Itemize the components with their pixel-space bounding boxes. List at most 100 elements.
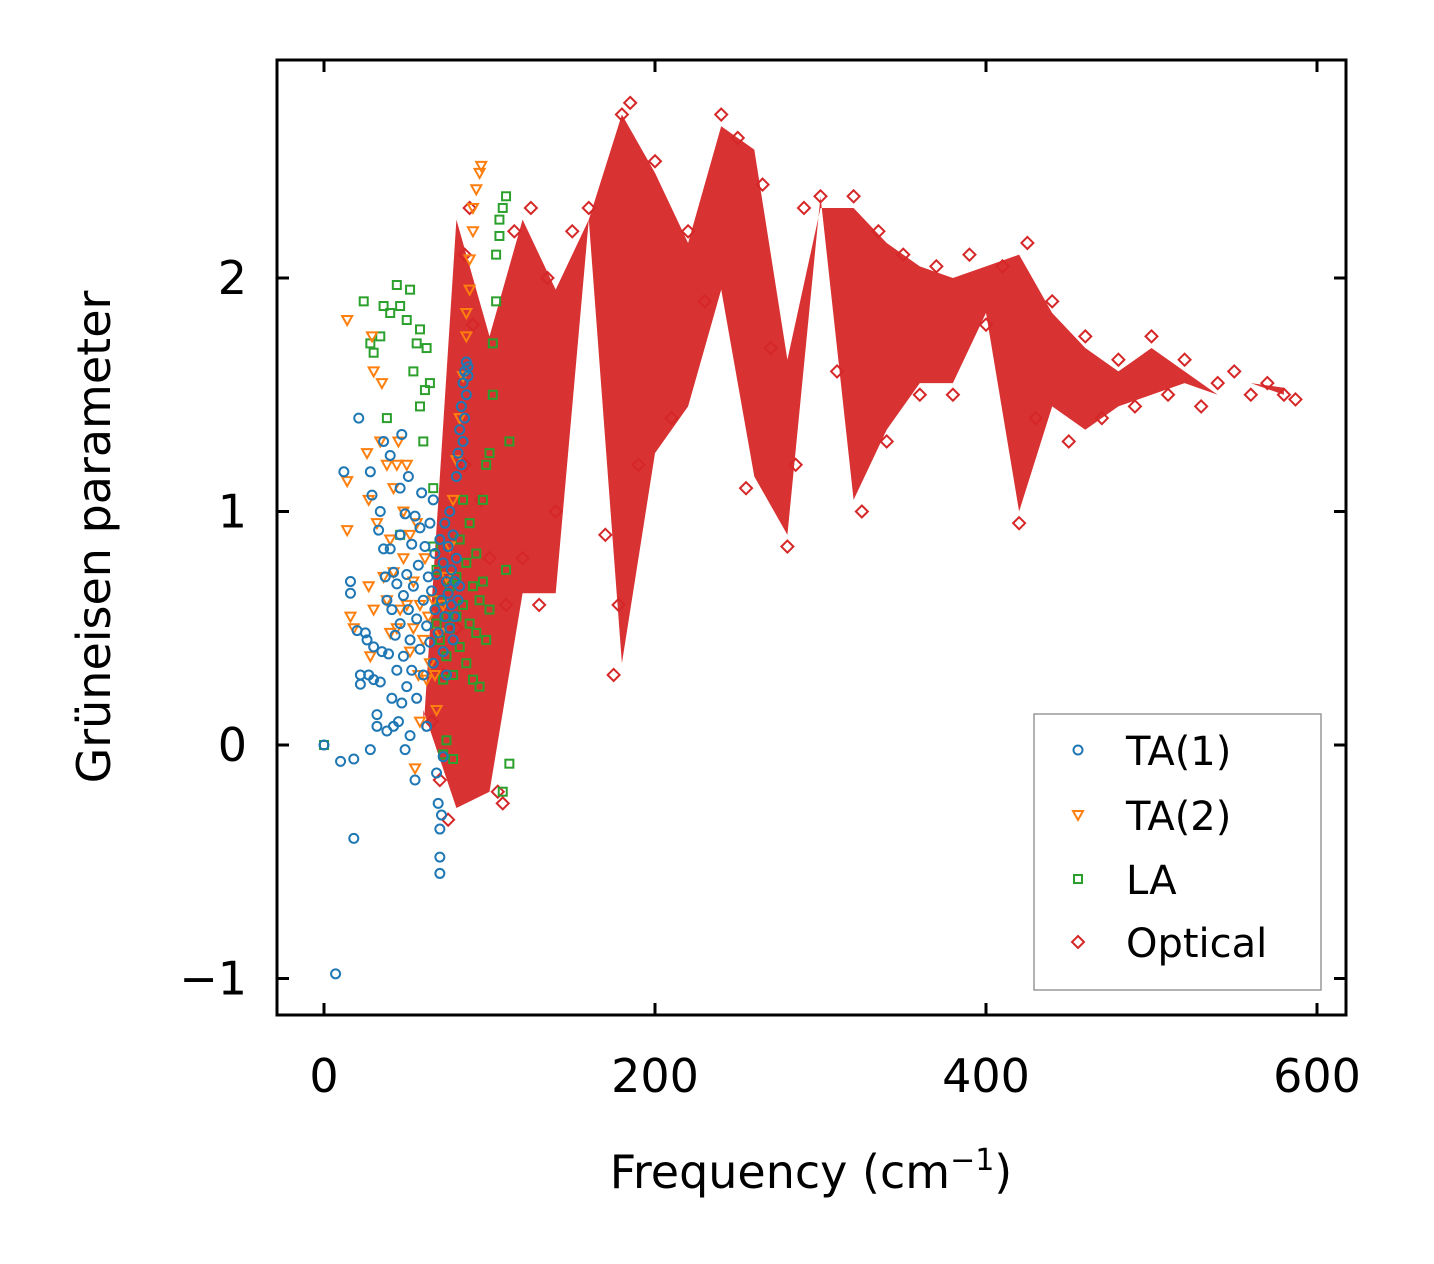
data-point-la [471, 627, 482, 638]
data-point-optical [1276, 387, 1292, 403]
data-point-ta-1- [378, 435, 390, 447]
data-point-ta-1- [442, 541, 454, 553]
data-point-ta-1- [401, 569, 413, 581]
legend-marker-3 [1070, 934, 1086, 950]
data-point-optical [647, 153, 663, 169]
data-point-optical [680, 223, 696, 239]
data-point-ta-1- [402, 604, 414, 616]
data-point-optical [1259, 375, 1275, 391]
data-point-ta-2- [474, 160, 488, 173]
data-point-ta-1- [409, 774, 421, 786]
data-point-ta-1- [440, 669, 452, 681]
data-point-optical [1226, 363, 1242, 379]
data-point-ta-1- [354, 678, 366, 690]
data-point-la [421, 343, 432, 354]
data-point-la [441, 735, 452, 746]
data-point-ta-2- [340, 315, 354, 328]
data-point-ta-1- [411, 613, 423, 625]
data-point-ta-1- [447, 634, 459, 646]
data-point-optical [606, 667, 622, 683]
data-point-la [385, 308, 396, 319]
data-point-ta-2- [403, 529, 417, 542]
data-point-ta-2- [366, 366, 381, 379]
data-point-ta-2- [343, 611, 358, 624]
data-point-ta-1- [447, 529, 459, 541]
y-tick-label: 1 [218, 485, 247, 539]
data-point-ta-1- [368, 641, 380, 653]
data-point-la [494, 214, 505, 225]
data-point-la [504, 436, 515, 447]
data-point-ta-1- [366, 489, 378, 501]
data-point-ta-2- [426, 595, 440, 608]
data-point-ta-2- [469, 184, 483, 197]
data-point-optical [1077, 328, 1093, 344]
data-point-ta-1- [454, 580, 466, 592]
data-point-ta-1- [431, 569, 443, 581]
data-point-ta-1- [434, 823, 446, 835]
data-point-ta-1- [452, 594, 464, 606]
data-point-optical [730, 130, 746, 146]
data-point-ta-1- [344, 576, 356, 588]
data-point-ta-1- [439, 517, 451, 529]
data-point-ta-1- [392, 716, 404, 728]
data-point-optical [895, 247, 911, 263]
data-point-la [471, 548, 482, 559]
data-point-ta-1- [391, 578, 403, 590]
data-point-la [504, 758, 515, 769]
data-point-ta-1- [338, 466, 350, 478]
data-point-la [474, 681, 485, 692]
data-point-ta-1- [368, 674, 380, 686]
data-point-ta-1- [431, 767, 443, 779]
data-point-ta-1- [384, 449, 396, 461]
data-point-ta-1- [406, 538, 418, 550]
data-point-ta-2- [408, 763, 422, 776]
data-point-ta-1- [429, 548, 441, 560]
data-point-la [461, 658, 472, 669]
data-point-optical [779, 539, 795, 554]
data-point-ta-1- [457, 435, 469, 447]
data-point-optical [540, 270, 555, 286]
data-point-optical [564, 223, 580, 239]
data-point-la [491, 296, 502, 307]
data-point-ta-1- [330, 968, 342, 980]
data-point-ta-1- [421, 720, 433, 732]
data-point-ta-2- [380, 459, 394, 472]
plot-frame [275, 58, 1348, 1017]
data-point-la [497, 202, 508, 213]
data-point-optical [713, 107, 729, 122]
x-tick-label: 400 [942, 1049, 1030, 1103]
data-point-ta-1- [386, 692, 398, 704]
data-point-optical [928, 258, 944, 274]
data-point-la [477, 494, 488, 505]
data-point-ta-1- [401, 681, 413, 693]
data-point-la [418, 436, 429, 447]
data-point-ta-1- [427, 657, 439, 669]
data-point-ta-1- [388, 566, 400, 578]
data-point-la [494, 230, 505, 241]
legend-marker-1 [1071, 810, 1085, 823]
data-point-optical [813, 188, 828, 204]
data-point-ta-1- [397, 590, 409, 602]
data-point-la [411, 338, 422, 349]
data-point-optical [796, 200, 812, 216]
data-point-ta-2- [340, 525, 354, 538]
data-point-la [414, 401, 425, 412]
data-point-ta-1- [364, 466, 376, 478]
data-point-la [448, 754, 459, 765]
data-point-optical [462, 200, 478, 216]
data-point-la [431, 618, 442, 629]
legend-label: LA [1126, 858, 1177, 904]
data-point-optical [697, 293, 713, 309]
data-point-ta-2- [446, 494, 460, 507]
data-point-la [487, 389, 498, 400]
data-point-ta-2- [347, 623, 361, 636]
data-point-la [474, 595, 485, 606]
data-point-la [431, 564, 442, 575]
data-point-ta-1- [426, 585, 438, 597]
data-point-ta-2- [418, 553, 432, 566]
data-point-ta-2- [361, 581, 376, 594]
data-point-optical [506, 223, 522, 239]
y-tick-label: 2 [218, 251, 247, 305]
data-point-la [368, 347, 379, 358]
